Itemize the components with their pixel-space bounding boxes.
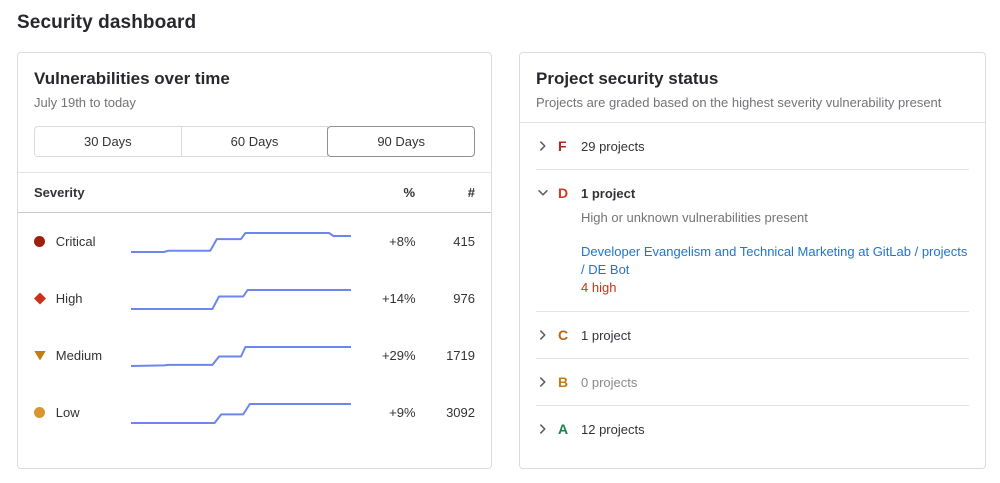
grade-letter-a: A	[558, 421, 569, 437]
grade-d-expanded-content: High or unknown vulnerabilities present …	[536, 210, 969, 311]
panels-row: Vulnerabilities over time July 19th to t…	[17, 52, 986, 469]
medium-sparkline-chart	[131, 345, 352, 367]
grade-letter-b: B	[558, 374, 569, 390]
grade-row-a: A 12 projects	[536, 406, 969, 452]
grade-row-b: B 0 projects	[536, 359, 969, 406]
panel-subtitle: Projects are graded based on the highest…	[536, 95, 942, 110]
trend-percent: +9%	[389, 405, 416, 420]
severity-row-critical: Critical +8% 415	[34, 213, 475, 270]
severity-label: High	[55, 291, 83, 306]
grade-count: 12 projects	[581, 421, 645, 437]
vulnerabilities-over-time-panel: Vulnerabilities over time July 19th to t…	[17, 52, 492, 469]
grade-letter-c: C	[558, 327, 569, 343]
grade-d-toggle[interactable]: D 1 project	[536, 170, 969, 216]
grade-a-toggle[interactable]: A 12 projects	[536, 406, 969, 452]
security-dashboard-page: Security dashboard Vulnerabilities over …	[17, 12, 986, 469]
grade-row-f: F 29 projects	[536, 123, 969, 170]
column-header-count: #	[467, 185, 475, 200]
grade-description: High or unknown vulnerabilities present	[581, 210, 808, 225]
chevron-down-icon	[536, 186, 558, 200]
severity-critical-icon	[34, 236, 45, 247]
range-button-30-days[interactable]: 30 Days	[34, 126, 182, 157]
panel-title: Project security status	[536, 69, 719, 88]
vulnerability-count: 415	[453, 234, 475, 249]
date-range-subtitle: July 19th to today	[34, 95, 136, 110]
severity-row-medium: Medium +29% 1719	[34, 327, 475, 384]
grade-letter-f: F	[558, 138, 567, 154]
high-sparkline-chart	[131, 288, 352, 310]
severity-high-icon	[34, 292, 46, 305]
chevron-right-icon	[536, 375, 558, 389]
severity-row-high: High +14% 976	[34, 270, 475, 327]
page-title: Security dashboard	[17, 12, 197, 33]
grade-c-toggle[interactable]: C 1 project	[536, 312, 969, 358]
grade-accordion: F 29 projects D 1 project High or unknow…	[536, 123, 969, 452]
severity-medium-icon	[34, 350, 46, 361]
severity-label: Critical	[55, 234, 96, 249]
panel-title: Vulnerabilities over time	[34, 69, 230, 88]
column-header-percent: %	[403, 185, 415, 200]
range-button-90-days[interactable]: 90 Days	[327, 126, 476, 157]
trend-percent: +29%	[381, 348, 416, 363]
chevron-right-icon	[536, 139, 558, 153]
chevron-right-icon	[536, 328, 558, 342]
divider	[520, 122, 985, 123]
trend-percent: +8%	[389, 234, 416, 249]
grade-letter-d: D	[558, 185, 569, 201]
severity-label: Low	[55, 405, 80, 420]
grade-count: 1 project	[581, 185, 636, 201]
grade-count: 29 projects	[581, 138, 645, 154]
critical-sparkline-chart	[131, 231, 352, 253]
grade-count: 1 project	[581, 327, 631, 343]
grade-count: 0 projects	[581, 374, 638, 390]
vulnerability-count: 1719	[446, 348, 475, 363]
day-range-button-group: 30 Days 60 Days 90 Days	[34, 126, 476, 157]
divider	[18, 212, 491, 213]
grade-f-toggle[interactable]: F 29 projects	[536, 123, 969, 169]
project-security-status-panel: Project security status Projects are gra…	[519, 52, 986, 469]
vulnerability-count: 3092	[446, 405, 475, 420]
severity-badge: 4 high	[581, 280, 617, 295]
severity-label: Medium	[55, 348, 103, 363]
low-sparkline-chart	[131, 402, 352, 424]
column-header-severity: Severity	[34, 185, 85, 200]
severity-low-icon	[34, 407, 45, 418]
severity-table-header: Severity % #	[34, 173, 475, 212]
grade-b-toggle[interactable]: B 0 projects	[536, 359, 969, 405]
severity-row-low: Low +9% 3092	[34, 384, 475, 441]
trend-percent: +14%	[381, 291, 416, 306]
range-button-60-days[interactable]: 60 Days	[180, 126, 329, 157]
chevron-right-icon	[536, 422, 558, 436]
grade-row-d: D 1 project High or unknown vulnerabilit…	[536, 170, 969, 312]
vulnerability-count: 976	[453, 291, 475, 306]
project-link[interactable]: Developer Evangelism and Technical Marke…	[581, 244, 968, 277]
divider	[18, 172, 491, 173]
grade-row-c: C 1 project	[536, 312, 969, 359]
